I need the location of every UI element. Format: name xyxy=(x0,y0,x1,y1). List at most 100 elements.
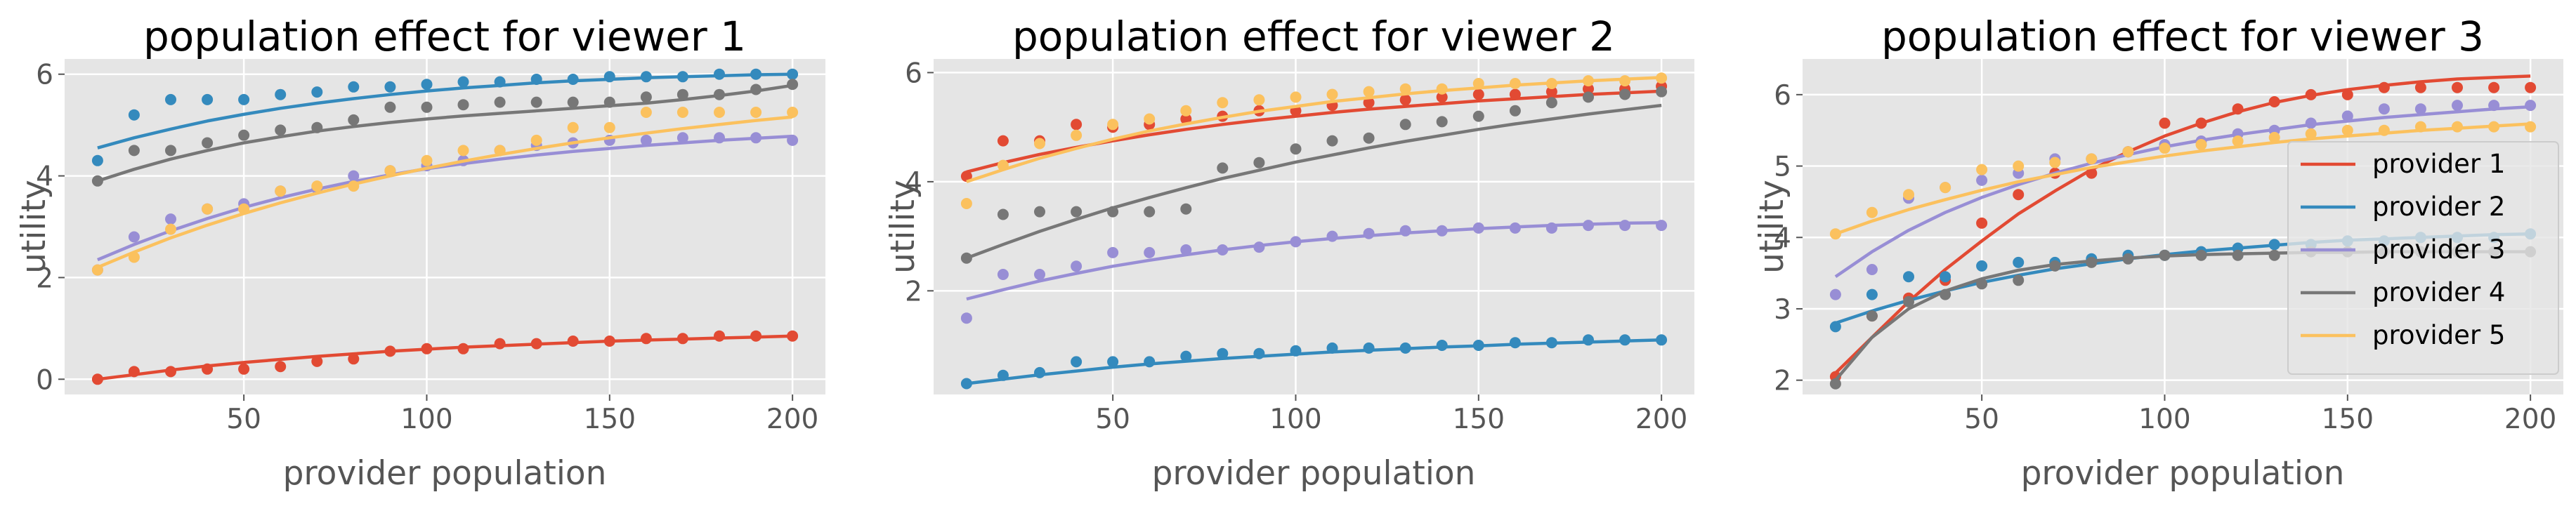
data-point xyxy=(1217,97,1229,109)
data-point xyxy=(1866,206,1878,218)
fit-line xyxy=(97,84,793,182)
data-point xyxy=(384,165,396,177)
x-tick-label: 200 xyxy=(1635,404,1687,435)
data-point xyxy=(2525,100,2537,112)
data-point xyxy=(421,154,433,166)
data-point xyxy=(997,208,1009,220)
x-axis-label: provider population xyxy=(283,454,607,493)
data-point xyxy=(1472,88,1484,100)
fit-line xyxy=(1834,74,2531,375)
data-point xyxy=(567,96,579,108)
x-tick-label: 150 xyxy=(584,404,636,435)
data-point xyxy=(640,71,652,83)
data-point xyxy=(494,145,506,157)
data-point xyxy=(165,93,176,105)
data-point xyxy=(1144,246,1156,258)
data-point xyxy=(421,79,433,91)
data-point xyxy=(1976,174,1988,186)
data-point xyxy=(2086,153,2098,165)
data-point xyxy=(1071,260,1083,272)
data-point xyxy=(530,338,542,350)
legend-item: provider 2 xyxy=(2301,192,2505,222)
x-tick-labels: 50 100 150 200 xyxy=(1964,394,2556,435)
data-point xyxy=(238,203,250,215)
data-point xyxy=(1976,260,1988,272)
data-point xyxy=(2488,121,2500,133)
data-point xyxy=(202,363,214,375)
series-provider-2 xyxy=(91,68,799,166)
y-tick-label: 6 xyxy=(36,60,53,91)
data-point xyxy=(1472,340,1484,351)
data-point xyxy=(1071,206,1083,218)
data-point xyxy=(1509,337,1521,349)
data-point xyxy=(1509,88,1521,100)
data-point xyxy=(2341,110,2353,122)
y-tick-labels: 2 3 4 5 6 xyxy=(1774,80,1803,397)
x-axis-label: provider population xyxy=(2021,454,2345,493)
data-point xyxy=(787,68,799,80)
y-tick-labels: 2 4 6 xyxy=(905,58,934,307)
data-point xyxy=(714,68,725,80)
data-point xyxy=(750,68,762,80)
data-point xyxy=(1180,244,1192,255)
data-point xyxy=(1290,143,1302,155)
y-tick-label: 2 xyxy=(36,263,53,294)
data-point xyxy=(1107,356,1119,368)
data-marks xyxy=(960,72,1668,390)
data-point xyxy=(1903,271,1914,283)
data-point xyxy=(1436,340,1448,351)
data-point xyxy=(2195,249,2207,261)
data-point xyxy=(1399,83,1411,95)
x-tick-label: 100 xyxy=(400,404,452,435)
data-point xyxy=(714,88,725,100)
series-provider-5 xyxy=(960,72,1668,209)
data-point xyxy=(567,336,579,347)
data-point xyxy=(603,96,615,108)
data-point xyxy=(2305,128,2317,140)
data-point xyxy=(1866,310,1878,322)
data-point xyxy=(1656,72,1668,84)
data-point xyxy=(2232,103,2244,115)
data-point xyxy=(2122,146,2134,158)
y-tick-label: 4 xyxy=(36,161,53,193)
data-point xyxy=(1903,296,1914,307)
data-point xyxy=(640,333,652,345)
y-tick-label: 2 xyxy=(905,276,922,307)
legend-label: provider 1 xyxy=(2372,149,2505,179)
y-tick-label: 3 xyxy=(1774,294,1791,326)
data-point xyxy=(2086,167,2098,179)
data-point xyxy=(1363,132,1375,144)
y-tick-label: 6 xyxy=(905,58,922,89)
data-point xyxy=(2305,88,2317,100)
data-point xyxy=(1940,271,1951,283)
data-point xyxy=(676,88,688,100)
legend-item: provider 1 xyxy=(2301,149,2505,179)
series-provider-4 xyxy=(960,86,1668,264)
x-tick-labels: 50 100 150 200 xyxy=(1095,394,1687,435)
data-point xyxy=(1545,97,1557,109)
x-tick-label: 50 xyxy=(1964,404,1999,435)
data-point xyxy=(1866,288,1878,300)
chart-title: population effect for viewer 2 xyxy=(1012,13,1615,60)
data-point xyxy=(1399,225,1411,237)
data-point xyxy=(348,180,360,192)
data-point xyxy=(2013,189,2025,201)
data-point xyxy=(1509,222,1521,234)
data-point xyxy=(494,76,506,88)
data-point xyxy=(2488,81,2500,93)
data-point xyxy=(1656,220,1668,232)
data-point xyxy=(714,132,725,144)
data-point xyxy=(1545,337,1557,349)
data-point xyxy=(997,135,1009,147)
data-point xyxy=(1144,113,1156,125)
series-provider-5 xyxy=(1829,121,2537,240)
y-axis-label: utility xyxy=(1753,180,1791,274)
data-point xyxy=(421,343,433,354)
fit-line xyxy=(966,338,1662,385)
x-tick-label: 50 xyxy=(226,404,261,435)
data-point xyxy=(1583,75,1594,87)
data-point xyxy=(2305,117,2317,129)
fit-line xyxy=(97,72,793,150)
data-point xyxy=(1180,203,1192,215)
data-point xyxy=(960,198,972,209)
